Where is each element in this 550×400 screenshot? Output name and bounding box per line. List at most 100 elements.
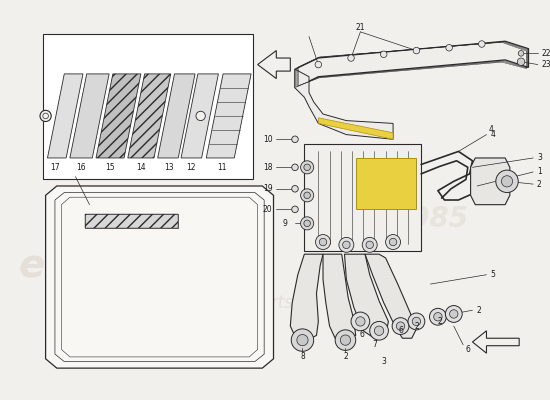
Circle shape: [292, 329, 313, 351]
Circle shape: [43, 113, 48, 119]
Text: 12: 12: [186, 163, 196, 172]
Circle shape: [366, 241, 373, 248]
Circle shape: [370, 322, 388, 340]
Circle shape: [397, 322, 405, 330]
Circle shape: [446, 44, 453, 51]
Circle shape: [304, 164, 310, 170]
Circle shape: [348, 55, 354, 61]
Circle shape: [381, 51, 387, 58]
Text: 2: 2: [537, 180, 542, 189]
Circle shape: [386, 234, 400, 250]
Circle shape: [478, 41, 485, 47]
Text: 2: 2: [414, 322, 419, 330]
Text: 23: 23: [542, 60, 550, 69]
Text: 1: 1: [537, 168, 542, 176]
Polygon shape: [295, 69, 393, 139]
Text: 19: 19: [263, 184, 273, 193]
Polygon shape: [257, 50, 290, 78]
Text: 7: 7: [372, 340, 377, 349]
Text: a passion for parts: a passion for parts: [138, 294, 293, 312]
Polygon shape: [290, 254, 323, 340]
Polygon shape: [158, 74, 195, 158]
Text: 2: 2: [476, 306, 481, 315]
Circle shape: [292, 206, 298, 213]
Polygon shape: [46, 186, 273, 368]
Text: 17: 17: [50, 163, 60, 172]
Circle shape: [292, 164, 298, 170]
Circle shape: [301, 189, 314, 202]
Polygon shape: [43, 34, 253, 180]
Text: 21: 21: [356, 23, 365, 32]
Polygon shape: [344, 254, 388, 338]
Circle shape: [316, 234, 331, 250]
Text: euroclassic: euroclassic: [18, 246, 263, 284]
Text: 4: 4: [489, 126, 493, 134]
Circle shape: [496, 170, 518, 192]
Circle shape: [301, 217, 314, 230]
Polygon shape: [323, 254, 356, 340]
Circle shape: [413, 47, 420, 54]
Circle shape: [297, 334, 308, 346]
Text: 5: 5: [490, 270, 495, 279]
Polygon shape: [70, 74, 109, 158]
Text: 6: 6: [398, 326, 403, 335]
Text: 8: 8: [300, 352, 305, 362]
Circle shape: [434, 312, 442, 321]
Text: 1985: 1985: [392, 205, 469, 233]
Polygon shape: [356, 158, 416, 209]
Text: 22: 22: [542, 49, 550, 58]
Circle shape: [408, 313, 425, 330]
Circle shape: [340, 335, 350, 345]
Circle shape: [356, 317, 365, 326]
Circle shape: [196, 111, 205, 121]
Polygon shape: [472, 331, 519, 353]
Polygon shape: [365, 254, 416, 338]
Circle shape: [362, 237, 377, 252]
Polygon shape: [295, 41, 529, 88]
Circle shape: [430, 308, 446, 325]
Circle shape: [412, 317, 421, 326]
Text: 3: 3: [537, 154, 542, 162]
Circle shape: [351, 312, 370, 331]
Text: 20: 20: [263, 205, 273, 214]
Text: 6: 6: [360, 330, 365, 339]
Polygon shape: [318, 118, 393, 139]
Circle shape: [292, 136, 298, 142]
Polygon shape: [471, 158, 510, 205]
Text: 2: 2: [343, 352, 348, 362]
Circle shape: [40, 110, 51, 122]
Text: 16: 16: [76, 163, 86, 172]
Polygon shape: [47, 74, 83, 158]
Text: 15: 15: [105, 163, 115, 172]
Text: 13: 13: [164, 163, 174, 172]
Circle shape: [392, 318, 409, 334]
Circle shape: [304, 220, 310, 227]
Circle shape: [518, 58, 525, 66]
Polygon shape: [128, 74, 170, 158]
Polygon shape: [181, 74, 218, 158]
Circle shape: [446, 306, 462, 322]
Circle shape: [315, 61, 322, 68]
Circle shape: [449, 310, 458, 318]
Circle shape: [339, 237, 354, 252]
Text: 18: 18: [263, 163, 273, 172]
Text: 11: 11: [217, 163, 227, 172]
Text: 6: 6: [465, 345, 470, 354]
Text: 10: 10: [263, 135, 273, 144]
Circle shape: [292, 186, 298, 192]
Circle shape: [320, 238, 327, 246]
Circle shape: [335, 330, 356, 350]
Text: 2: 2: [437, 317, 442, 326]
Text: 3: 3: [381, 357, 386, 366]
Text: 14: 14: [136, 163, 146, 172]
Polygon shape: [304, 144, 421, 251]
Polygon shape: [85, 214, 178, 228]
Circle shape: [518, 50, 524, 56]
Circle shape: [375, 326, 384, 336]
Circle shape: [502, 176, 513, 187]
Circle shape: [389, 238, 397, 246]
Circle shape: [304, 192, 310, 198]
Circle shape: [343, 241, 350, 248]
Text: 4: 4: [490, 130, 495, 139]
Polygon shape: [206, 74, 251, 158]
